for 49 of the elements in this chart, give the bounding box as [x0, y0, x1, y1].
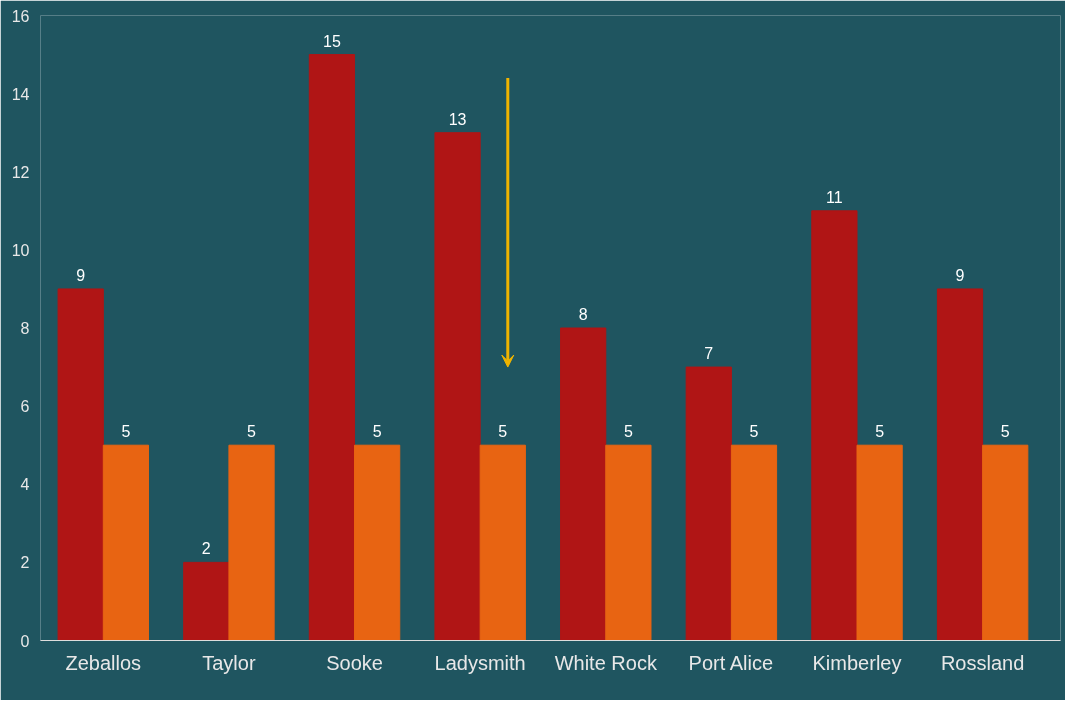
data-label: 5	[247, 423, 257, 441]
data-label: 5	[749, 423, 759, 441]
bar	[560, 327, 607, 641]
y-tick-label: 12	[11, 163, 30, 181]
bar	[434, 132, 481, 641]
data-label: 5	[498, 423, 508, 441]
bar	[228, 444, 275, 641]
y-tick-label: 0	[20, 632, 30, 650]
bar	[605, 444, 652, 641]
data-label: 5	[372, 423, 382, 441]
bar	[811, 210, 858, 641]
y-tick-label: 6	[20, 398, 30, 416]
x-tick-label: Taylor	[202, 651, 256, 674]
bar	[982, 444, 1029, 641]
data-label: 9	[955, 266, 965, 284]
y-tick-label: 8	[20, 320, 30, 337]
y-tick-label: 10	[11, 241, 30, 259]
x-tick-label: White Rock	[554, 651, 658, 674]
x-tick-label: Port Alice	[688, 651, 774, 674]
data-label: 11	[826, 188, 843, 206]
data-label: 7	[704, 345, 714, 363]
x-tick-label: Zeballos	[65, 651, 142, 674]
bar	[57, 288, 104, 641]
data-label: 2	[201, 540, 211, 558]
data-label: 5	[1000, 423, 1010, 441]
x-tick-label: Kimberley	[812, 651, 902, 674]
bar	[685, 366, 732, 641]
bar	[308, 54, 356, 641]
y-tick-label: 4	[20, 476, 30, 494]
data-label: 8	[578, 306, 588, 323]
x-tick-label: Sooke	[326, 651, 383, 674]
x-tick-label: Rossland	[940, 651, 1025, 674]
bar	[936, 288, 984, 641]
x-tick-label: Ladysmith	[434, 651, 526, 674]
bar	[730, 444, 778, 641]
bar	[856, 444, 903, 641]
data-label: 5	[623, 423, 633, 441]
data-label: 5	[121, 423, 131, 441]
y-tick-label: 14	[11, 85, 30, 103]
y-tick-label: 16	[11, 7, 30, 25]
data-label: 5	[875, 423, 885, 441]
bar	[102, 444, 150, 641]
data-label: 15	[323, 32, 341, 50]
data-label: 9	[76, 266, 86, 284]
data-label: 13	[448, 110, 467, 128]
bar	[183, 561, 230, 641]
bar	[479, 444, 526, 641]
bar	[354, 444, 401, 641]
y-tick-label: 2	[20, 554, 30, 572]
